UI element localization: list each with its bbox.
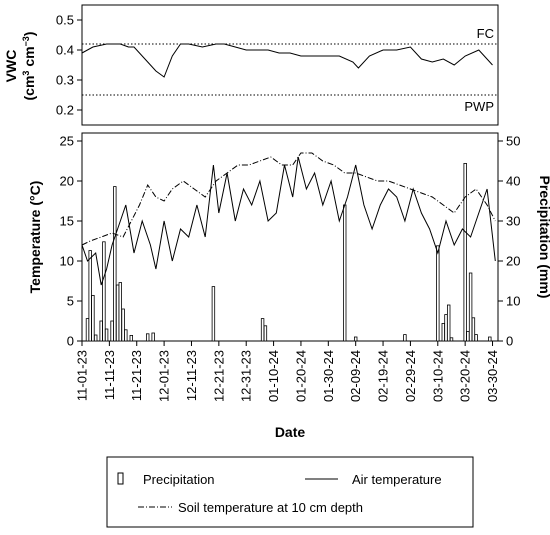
- precipitation-bar: [151, 332, 155, 342]
- precipitation-bar: [104, 328, 109, 342]
- precipitation-bar: [263, 325, 268, 342]
- precipitation-bar: [474, 334, 478, 342]
- date-x-tick-label: 03-10-24: [430, 350, 445, 402]
- date-x-tick-label: 02-19-24: [376, 350, 391, 402]
- vwc-y-tick-label: 0.5: [56, 13, 74, 28]
- date-x-tick-label: 12-11-23: [184, 350, 199, 401]
- date-x-tick-label: 11-11-23: [102, 350, 117, 400]
- precipitation-bar: [124, 329, 128, 342]
- temperature-y-axis: 0 5 10 15 20 25: [60, 134, 82, 349]
- precipitation-y-tick-label: 0: [506, 334, 513, 349]
- temperature-plot-frame: [81, 132, 499, 342]
- precipitation-bars: [85, 162, 492, 342]
- air-temperature-line: [81, 156, 496, 286]
- temperature-y-tick-label: 20: [60, 174, 74, 189]
- date-x-tick-label: 03-30-24: [485, 350, 500, 402]
- legend-precipitation-swatch: [117, 472, 124, 485]
- precipitation-bar: [88, 250, 92, 342]
- precipitation-bar: [145, 333, 150, 342]
- precipitation-bar: [463, 162, 467, 342]
- precipitation-bar: [342, 204, 347, 342]
- date-x-tick-label: 01-10-24: [266, 350, 281, 402]
- precipitation-bar: [403, 334, 407, 342]
- date-x-tick-label: 11-21-23: [129, 350, 144, 401]
- temperature-y-tick-label: 15: [60, 214, 74, 229]
- temperature-y-tick-label: 25: [60, 134, 74, 149]
- precipitation-y-label: Precipitation (mm): [537, 176, 550, 299]
- precipitation-bar: [110, 320, 114, 342]
- vwc-y-tick-label: 0.2: [56, 103, 74, 118]
- vwc-plot-frame: [81, 4, 499, 126]
- precipitation-bar: [353, 336, 358, 342]
- precipitation-bar: [118, 282, 122, 342]
- precipitation-bar: [94, 334, 98, 342]
- precipitation-bar: [85, 318, 90, 342]
- date-x-axis: 11-01-23 11-11-23 11-21-23 12-01-23 12-11-23…: [75, 341, 500, 402]
- legend-precipitation-label: Precipitation: [143, 472, 215, 487]
- date-x-tick-label: 11-01-23: [75, 350, 90, 401]
- temperature-y-tick-label: 5: [67, 294, 74, 309]
- precipitation-bar: [121, 308, 125, 342]
- temperature-y-tick-label: 10: [60, 254, 74, 269]
- precipitation-bar: [91, 294, 95, 342]
- precipitation-bar: [471, 317, 476, 342]
- precipitation-y-tick-label: 20: [506, 254, 520, 269]
- precipitation-y-tick-label: 30: [506, 214, 520, 229]
- date-x-tick-label: 01-30-24: [321, 350, 336, 402]
- precipitation-bar: [449, 337, 454, 342]
- date-x-tick-label: 12-01-23: [157, 350, 172, 402]
- precipitation-y-axis: 0 10 20 30 40 50: [498, 134, 520, 349]
- date-x-label: Date: [275, 424, 306, 440]
- vwc-y-label-line1: VWC: [3, 50, 19, 83]
- vwc-y-label-line2: (cm3 cm−3): [21, 32, 37, 101]
- date-x-tick-label: 12-31-23: [239, 350, 254, 402]
- precipitation-bar: [113, 186, 117, 342]
- vwc-reference-lines: FC PWP: [82, 26, 498, 114]
- date-x-tick-label: 02-09-24: [348, 350, 363, 402]
- vwc-y-tick-label: 0.4: [56, 43, 74, 58]
- precipitation-bar: [444, 314, 448, 342]
- reference-line-label: FC: [477, 26, 494, 41]
- legend-soil-label: Soil temperature at 10 cm depth: [178, 500, 363, 515]
- precipitation-bar: [115, 284, 120, 342]
- precipitation-bar: [260, 318, 265, 342]
- precipitation-bar: [436, 245, 440, 342]
- soil-temperature-line: [81, 152, 496, 246]
- vwc-y-tick-label: 0.3: [56, 73, 74, 88]
- legend: Precipitation Air temperature Soil tempe…: [106, 456, 474, 528]
- date-x-tick-label: 02-29-24: [403, 350, 418, 402]
- precipitation-bar: [441, 322, 445, 342]
- temperature-series: [81, 152, 496, 286]
- precipitation-bar: [468, 272, 473, 342]
- precipitation-bar: [488, 336, 492, 342]
- precipitation-bar: [211, 286, 216, 342]
- vwc-series: [81, 43, 493, 78]
- precipitation-bar: [129, 334, 133, 342]
- temperature-y-tick-label: 0: [67, 334, 74, 349]
- date-x-tick-label: 03-20-24: [458, 350, 473, 402]
- precipitation-bar: [466, 330, 470, 342]
- reference-line-label: PWP: [464, 99, 494, 114]
- precipitation-y-tick-label: 40: [506, 174, 520, 189]
- vwc-panel: 0.2 0.3 0.4 0.5 FC PWP VWC (cm3 cm−3): [3, 4, 499, 126]
- legend-box: [106, 456, 474, 528]
- date-x-tick-label: 01-20-24: [293, 350, 308, 402]
- legend-air-label: Air temperature: [352, 472, 442, 487]
- precipitation-y-tick-label: 50: [506, 134, 520, 149]
- vwc-line: [81, 43, 493, 78]
- precipitation-bar: [102, 241, 106, 342]
- precipitation-y-tick-label: 10: [506, 294, 520, 309]
- date-x-tick-label: 12-21-23: [211, 350, 226, 402]
- temperature-y-label: Temperature (°C): [27, 181, 43, 294]
- precipitation-bar: [99, 320, 103, 342]
- vwc-y-axis: 0.2 0.3 0.4 0.5: [56, 13, 82, 118]
- precipitation-bar: [446, 304, 451, 342]
